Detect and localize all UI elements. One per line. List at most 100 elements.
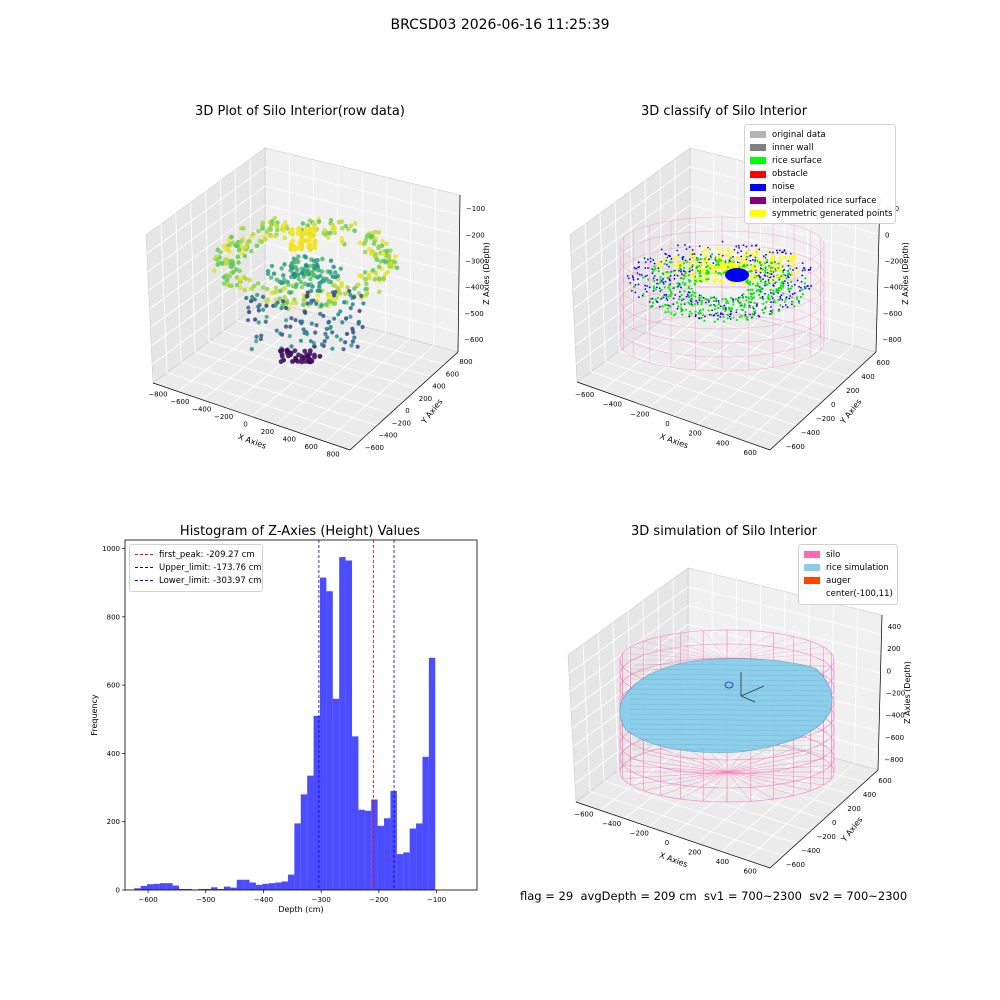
noise-point (728, 315, 731, 318)
rice-surface-point (743, 304, 746, 307)
noise-point (690, 300, 693, 303)
rice-surface-point (709, 296, 713, 300)
z-axis-line (457, 194, 461, 353)
data-point (305, 301, 310, 306)
data-point (265, 268, 271, 274)
symmetric-point (676, 255, 680, 259)
rice-surface-point (709, 256, 713, 259)
rice-surface-point (782, 273, 785, 276)
data-point (215, 262, 221, 267)
data-point (281, 273, 286, 278)
rice-surface-point (767, 296, 770, 299)
data-point (218, 249, 223, 255)
rice-surface-point (749, 288, 752, 291)
noise-point (644, 266, 647, 269)
rice-surface-point (677, 305, 680, 308)
histogram-bar (230, 887, 237, 890)
histogram-bar (153, 883, 160, 890)
rice-surface-point (775, 290, 778, 293)
symmetric-point (709, 269, 713, 273)
histogram-bar (428, 657, 436, 890)
noise-point (644, 284, 646, 287)
noise-point (754, 244, 757, 247)
data-point (301, 355, 307, 361)
data-point (256, 320, 261, 325)
data-point (311, 272, 317, 278)
rice-surface-point (689, 280, 692, 283)
histogram-bar (339, 557, 346, 890)
symmetric-point (735, 256, 739, 259)
noise-point (688, 291, 691, 294)
data-point (337, 290, 342, 296)
rice-surface-point (751, 312, 754, 316)
histogram-bar (204, 888, 212, 890)
noise-point (669, 255, 672, 258)
data-point (261, 307, 266, 312)
noise-point (742, 244, 745, 247)
noise-point (705, 301, 707, 304)
symmetric-point (762, 257, 766, 261)
noise-point (792, 269, 794, 271)
noise-point (807, 269, 810, 271)
noise-point (658, 287, 661, 290)
data-point (326, 299, 332, 304)
symmetric-point (701, 268, 705, 272)
noise-point (728, 259, 731, 262)
data-point (322, 228, 327, 233)
rice-surface-point (693, 283, 697, 286)
noise-point (660, 248, 663, 251)
rice-surface-point (670, 312, 673, 315)
symmetric-point (779, 256, 783, 260)
rice-surface-point (654, 267, 657, 270)
noise-point (786, 282, 789, 284)
data-point (350, 302, 355, 307)
rice-surface-point (729, 257, 732, 260)
symmetric-point (757, 257, 761, 261)
data-point (348, 314, 353, 319)
noise-point (732, 256, 734, 258)
x-tick-label: 0 (243, 421, 247, 429)
silo-roof-spoke (703, 630, 728, 661)
data-point (273, 289, 279, 295)
histogram-bar (249, 882, 256, 890)
x-tick-label: 200 (688, 430, 701, 438)
noise-point (806, 285, 809, 288)
noise-point (773, 285, 775, 287)
data-point (312, 243, 318, 249)
symmetric-point (749, 275, 753, 279)
rice-surface-point (683, 262, 686, 265)
rice-surface-point (717, 306, 720, 310)
noise-point (781, 298, 784, 301)
noise-point (684, 244, 686, 246)
noise-point (672, 297, 675, 300)
rice-surface-point (730, 296, 733, 300)
noise-point (634, 283, 637, 286)
y-tick-label: 800 (107, 613, 120, 621)
rice-surface-point (687, 278, 691, 282)
data-point (288, 324, 293, 329)
y-tick-label: 600 (876, 359, 889, 367)
data-point (338, 266, 343, 271)
rice-surface-point (716, 318, 719, 321)
data-point (368, 251, 374, 256)
noise-point (686, 293, 689, 296)
rice-surface-point (666, 307, 669, 310)
rice-surface-point (743, 263, 746, 266)
data-point (269, 263, 275, 269)
noise-point (793, 292, 796, 295)
rice-surface-point (780, 275, 783, 278)
data-point (292, 348, 298, 354)
rice-surface-point (666, 276, 669, 280)
noise-point (769, 292, 772, 294)
data-point (273, 285, 279, 291)
rice-surface-point (777, 298, 780, 301)
rice-surface-point (672, 314, 675, 317)
symmetric-point (675, 264, 679, 268)
noise-point (676, 274, 679, 277)
symmetric-point (769, 263, 773, 267)
rice-surface-point (687, 286, 690, 289)
noise-point (733, 248, 736, 251)
symmetric-point (717, 255, 721, 259)
noise-point (640, 274, 643, 276)
z-axis-line (877, 614, 883, 771)
